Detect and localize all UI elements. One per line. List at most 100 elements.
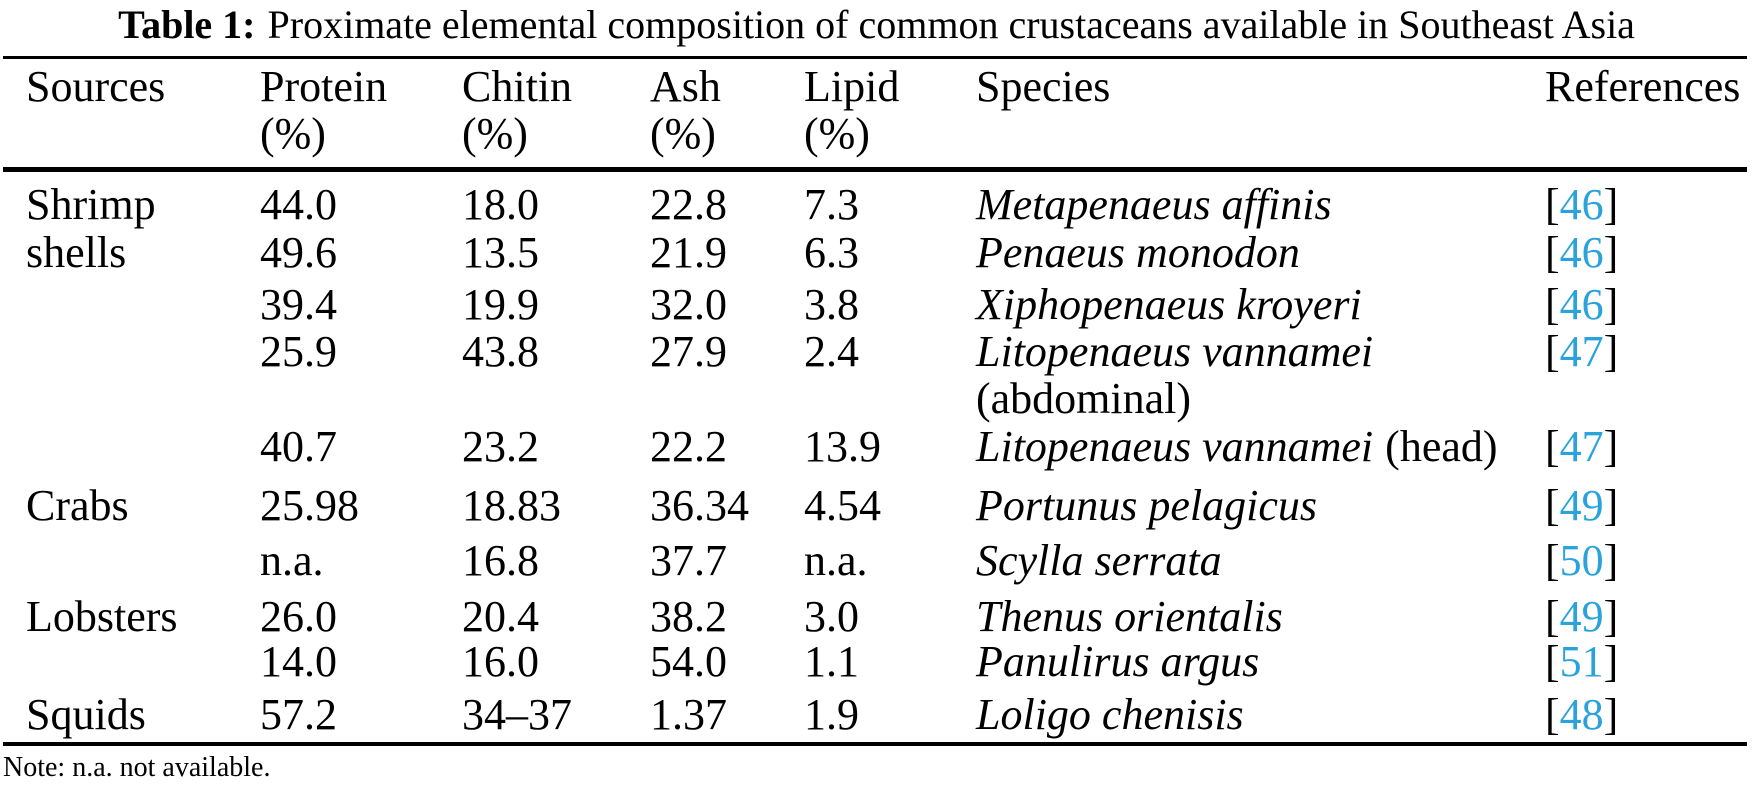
ash-cell: 32.0 bbox=[650, 280, 727, 329]
lipid-cell: 7.3 bbox=[804, 180, 859, 229]
species-part-note: (head) bbox=[1385, 422, 1498, 471]
ash-cell: 37.7 bbox=[650, 536, 727, 585]
species-name: Scylla serrata bbox=[976, 536, 1222, 585]
column-header-lipid: Lipid (%) bbox=[804, 62, 900, 158]
table-caption: Table 1: Proximate elemental composition … bbox=[0, 1, 1753, 48]
column-header-protein: Protein (%) bbox=[260, 62, 388, 158]
citation-link[interactable]: 46 bbox=[1559, 280, 1604, 329]
chitin-cell: 34–37 bbox=[462, 690, 572, 739]
species-name: Metapenaeus affinis bbox=[976, 180, 1332, 229]
lipid-cell: 3.0 bbox=[804, 592, 859, 641]
species-cell: Litopenaeus vannamei (abdominal) bbox=[976, 328, 1373, 422]
reference-cell: 47 bbox=[1545, 423, 1618, 470]
species-name: Litopenaeus vannamei bbox=[976, 422, 1374, 471]
citation-link[interactable]: 47 bbox=[1559, 422, 1604, 471]
species-name: Litopenaeus vannamei bbox=[976, 327, 1374, 376]
reference-cell: 46 bbox=[1545, 229, 1618, 276]
lipid-cell: 6.3 bbox=[804, 228, 859, 277]
lipid-cell: 1.1 bbox=[804, 637, 859, 686]
chitin-cell: 16.0 bbox=[462, 637, 539, 686]
protein-cell: 44.0 bbox=[260, 180, 337, 229]
citation-link[interactable]: 49 bbox=[1559, 481, 1604, 530]
species-cell: Metapenaeus affinis bbox=[976, 181, 1332, 228]
species-cell: Penaeus monodon bbox=[976, 229, 1300, 276]
reference-cell: 49 bbox=[1545, 593, 1618, 640]
protein-cell: 40.7 bbox=[260, 422, 337, 471]
ash-cell: 54.0 bbox=[650, 637, 727, 686]
citation-link[interactable]: 46 bbox=[1559, 228, 1604, 277]
table-bottom-rule bbox=[3, 742, 1747, 746]
ash-cell: 27.9 bbox=[650, 327, 727, 376]
species-cell: Loligo chenisis bbox=[976, 691, 1244, 738]
species-name: Loligo chenisis bbox=[976, 690, 1244, 739]
protein-cell: 49.6 bbox=[260, 228, 337, 277]
source-cell: shells bbox=[26, 228, 127, 277]
reference-cell: 46 bbox=[1545, 281, 1618, 328]
citation-link[interactable]: 48 bbox=[1559, 690, 1604, 739]
lipid-cell: 2.4 bbox=[804, 327, 859, 376]
protein-cell: 39.4 bbox=[260, 280, 337, 329]
citation-link[interactable]: 47 bbox=[1559, 327, 1604, 376]
reference-cell: 47 bbox=[1545, 328, 1618, 375]
chitin-cell: 16.8 bbox=[462, 536, 539, 585]
table-top-rule bbox=[3, 56, 1747, 59]
citation-link[interactable]: 51 bbox=[1559, 637, 1604, 686]
chitin-cell: 18.83 bbox=[462, 481, 561, 530]
source-cell: Crabs bbox=[26, 481, 129, 530]
reference-cell: 51 bbox=[1545, 638, 1618, 685]
reference-cell: 49 bbox=[1545, 482, 1618, 529]
protein-cell: n.a. bbox=[260, 536, 324, 585]
ash-cell: 1.37 bbox=[650, 690, 727, 739]
citation-link[interactable]: 50 bbox=[1559, 536, 1604, 585]
protein-cell: 25.98 bbox=[260, 481, 359, 530]
lipid-cell: 3.8 bbox=[804, 280, 859, 329]
protein-cell: 26.0 bbox=[260, 592, 337, 641]
reference-cell: 48 bbox=[1545, 691, 1618, 738]
ash-cell: 22.8 bbox=[650, 180, 727, 229]
table-header-rule bbox=[3, 167, 1747, 172]
species-cell: Portunus pelagicus bbox=[976, 482, 1317, 529]
species-name: Panulirus argus bbox=[976, 637, 1260, 686]
table-number: Table 1: bbox=[118, 2, 256, 47]
species-name: Thenus orientalis bbox=[976, 592, 1283, 641]
ash-cell: 38.2 bbox=[650, 592, 727, 641]
chitin-cell: 23.2 bbox=[462, 422, 539, 471]
source-cell: Lobsters bbox=[26, 592, 178, 641]
species-cell: Litopenaeus vannamei (head) bbox=[976, 423, 1498, 470]
lipid-cell: 1.9 bbox=[804, 690, 859, 739]
source-cell: Shrimp bbox=[26, 180, 156, 229]
source-cell: Squids bbox=[26, 690, 146, 739]
species-name: Penaeus monodon bbox=[976, 228, 1300, 277]
lipid-cell: 4.54 bbox=[804, 481, 881, 530]
column-header-references: References bbox=[1545, 62, 1741, 111]
protein-cell: 25.9 bbox=[260, 327, 337, 376]
ash-cell: 36.34 bbox=[650, 481, 749, 530]
chitin-cell: 20.4 bbox=[462, 592, 539, 641]
species-name: Portunus pelagicus bbox=[976, 481, 1317, 530]
lipid-cell: 13.9 bbox=[804, 422, 881, 471]
column-header-chitin: Chitin (%) bbox=[462, 62, 573, 158]
species-name: Xiphopenaeus kroyeri bbox=[976, 280, 1362, 329]
chitin-cell: 43.8 bbox=[462, 327, 539, 376]
species-cell: Scylla serrata bbox=[976, 537, 1222, 584]
protein-cell: 14.0 bbox=[260, 637, 337, 686]
reference-cell: 50 bbox=[1545, 537, 1618, 584]
ash-cell: 21.9 bbox=[650, 228, 727, 277]
lipid-cell: n.a. bbox=[804, 536, 868, 585]
chitin-cell: 19.9 bbox=[462, 280, 539, 329]
species-cell: Panulirus argus bbox=[976, 638, 1259, 685]
ash-cell: 22.2 bbox=[650, 422, 727, 471]
citation-link[interactable]: 46 bbox=[1559, 180, 1604, 229]
chitin-cell: 13.5 bbox=[462, 228, 539, 277]
chitin-cell: 18.0 bbox=[462, 180, 539, 229]
citation-link[interactable]: 49 bbox=[1559, 592, 1604, 641]
column-header-sources: Sources bbox=[26, 62, 166, 111]
reference-cell: 46 bbox=[1545, 181, 1618, 228]
column-header-species: Species bbox=[976, 62, 1111, 111]
species-part-note: (abdominal) bbox=[976, 374, 1192, 423]
table-footnote: Note: n.a. not available. bbox=[3, 752, 271, 783]
species-cell: Xiphopenaeus kroyeri bbox=[976, 281, 1362, 328]
table-caption-text: Proximate elemental composition of commo… bbox=[267, 2, 1635, 47]
column-header-ash: Ash (%) bbox=[650, 62, 721, 158]
